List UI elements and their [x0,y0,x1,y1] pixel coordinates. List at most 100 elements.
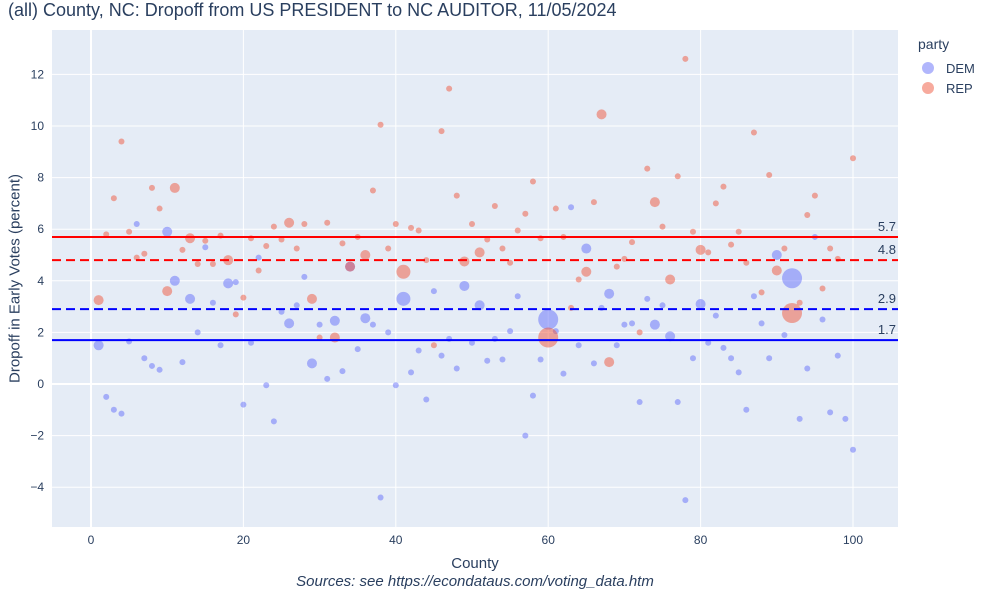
point-dem-county-1 [93,340,104,351]
point-dem-county-51 [474,300,485,311]
point-dem-county-85 [735,369,742,376]
point-rep-county-87 [750,129,757,136]
point-dem-county-66 [590,360,597,367]
point-dem-county-55 [507,328,514,335]
point-rep-county-8 [148,184,155,191]
point-dem-county-69 [613,342,620,349]
point-dem-county-75 [659,302,666,309]
point-rep-county-64 [575,276,582,283]
point-dem-county-98 [834,352,841,359]
point-rep-county-46 [438,128,445,135]
point-rep-county-36 [360,250,371,260]
point-dem-county-39 [385,329,392,336]
point-dem-county-57 [522,432,529,439]
point-rep-county-6 [133,254,140,261]
point-dem-county-27 [293,302,300,309]
y-tick-label: 2 [37,325,44,339]
point-rep-county-96 [819,285,826,292]
x-axis-label: County [451,555,499,572]
point-dem-county-23 [263,382,270,389]
point-dem-county-63 [568,204,575,211]
point-rep-county-49 [459,256,470,267]
point-rep-county-72 [636,329,643,336]
point-rep-county-81 [705,249,712,256]
point-rep-county-68 [604,357,615,368]
point-rep-county-95 [811,192,818,199]
point-rep-county-88 [758,289,765,296]
point-rep-county-60 [538,327,559,348]
point-dem-county-11 [169,275,180,286]
point-dem-county-77 [674,399,681,406]
point-rep-county-14 [194,261,201,268]
point-dem-county-22 [255,254,262,261]
point-dem-county-92 [782,268,803,289]
point-dem-county-18 [223,278,234,289]
plot-background [52,30,898,527]
point-rep-county-41 [396,264,411,279]
point-rep-county-97 [827,245,834,252]
x-tick-label: 0 [88,533,95,547]
legend-marker-dem [922,62,934,74]
point-rep-county-4 [118,138,125,145]
point-dem-county-44 [423,396,430,403]
point-dem-county-8 [148,362,155,369]
point-rep-county-78 [682,55,689,62]
y-tick-label: 0 [37,377,44,391]
point-dem-county-80 [695,299,706,310]
x-tick-label: 40 [389,533,403,547]
point-rep-county-13 [185,233,196,244]
source-note: Sources: see https://econdataus.com/voti… [296,573,654,590]
point-dem-county-32 [329,315,340,326]
point-dem-county-10 [162,226,173,237]
point-rep-county-84 [728,241,735,248]
point-dem-county-43 [415,347,422,354]
point-rep-county-93 [796,299,803,306]
point-dem-county-33 [339,368,346,375]
point-dem-county-4 [118,410,125,417]
point-dem-county-46 [438,352,445,359]
x-tick-label: 100 [843,533,863,547]
point-rep-county-61 [552,205,559,212]
legend-item-dem[interactable]: DEM [918,58,975,78]
point-dem-county-59 [537,356,544,363]
chart-title: (all) County, NC: Dropoff from US PRESID… [8,0,617,20]
point-rep-county-76 [665,274,676,285]
point-dem-county-42 [408,369,415,376]
point-rep-county-28 [301,221,308,228]
point-dem-county-94 [804,365,811,372]
point-dem-county-26 [284,318,295,329]
reference-line-label: 4.8 [878,242,896,257]
point-dem-county-20 [240,401,247,408]
point-dem-county-93 [796,415,803,422]
point-dem-county-96 [819,316,826,323]
y-tick-label: 4 [37,274,44,288]
point-rep-county-90 [771,265,782,276]
point-dem-county-70 [621,321,628,328]
point-rep-county-52 [484,236,491,243]
point-rep-county-23 [263,242,270,249]
point-rep-county-82 [712,200,719,207]
point-rep-county-7 [141,250,148,257]
point-dem-county-54 [499,356,506,363]
point-dem-county-36 [360,313,371,324]
point-rep-county-51 [474,247,485,258]
point-dem-county-89 [766,355,773,362]
point-dem-county-79 [689,355,696,362]
point-dem-county-21 [248,339,255,346]
point-dem-county-56 [514,293,521,300]
y-tick-label: 8 [37,171,44,185]
point-dem-county-52 [484,357,491,364]
point-rep-county-9 [156,205,163,212]
legend-item-rep[interactable]: REP [918,78,975,98]
point-rep-county-94 [804,212,811,219]
legend-label-dem: DEM [946,60,975,76]
point-dem-county-97 [827,409,834,416]
point-rep-county-43 [415,227,422,234]
point-rep-county-19 [232,311,239,318]
point-dem-county-7 [141,355,148,362]
point-dem-county-2 [103,393,110,400]
point-dem-county-30 [316,321,323,328]
legend: party DEM REP [918,36,975,98]
point-dem-county-9 [156,366,163,373]
